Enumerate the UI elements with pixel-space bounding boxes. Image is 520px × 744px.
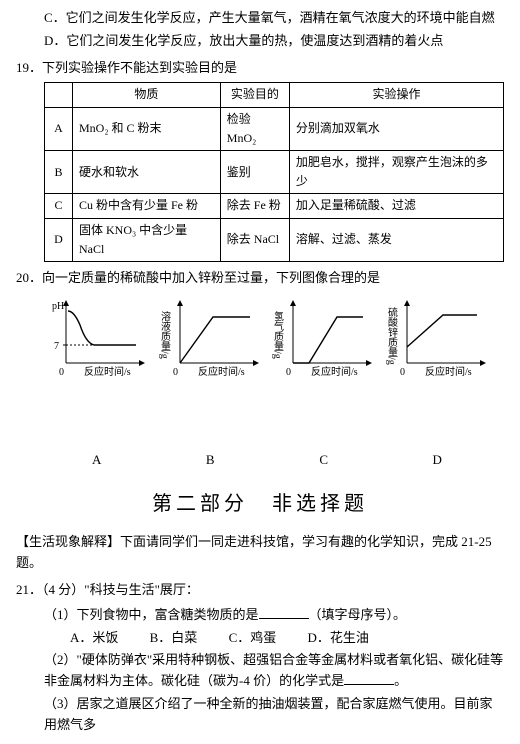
- table-row: D 固体 KNO₃ 中含少量 NaCl 除去 NaCl 溶解、过滤、蒸发: [45, 218, 504, 261]
- blank-fill[interactable]: [344, 671, 394, 685]
- cell: 溶解、过滤、蒸发: [289, 218, 503, 261]
- x-axis-label: 反应时间/s: [425, 365, 472, 378]
- cell: 固体 KNO₃ 中含少量 NaCl: [73, 218, 221, 261]
- sub1-text-a: 下列食物中，富含糖类物质的是: [77, 607, 259, 622]
- sub1-num: （1）: [44, 607, 77, 622]
- opt-a: A．米饭: [70, 628, 118, 649]
- q19-number: 19．: [16, 60, 42, 75]
- chart-b: 溶液质量/g 0 反应时间/s: [158, 295, 263, 380]
- sub2-text-b: 。: [394, 673, 407, 688]
- question-19: 19．下列实验操作不能达到实验目的是: [16, 58, 504, 79]
- cell: A: [45, 107, 73, 150]
- cell: D: [45, 218, 73, 261]
- cell: C: [45, 194, 73, 218]
- th-blank: [45, 83, 73, 107]
- cell: Cu 粉中含有少量 Fe 粉: [73, 194, 221, 218]
- table-row: C Cu 粉中含有少量 Fe 粉 除去 Fe 粉 加入足量稀硫酸、过滤: [45, 194, 504, 218]
- cell: 鉴别: [220, 150, 289, 193]
- opt-b: B．白菜: [150, 628, 198, 649]
- sub3-text: 居家之道展区介绍了一种全新的抽油烟装置，配合家庭燃气使用。目前家用燃气多: [44, 696, 493, 732]
- svg-text:0: 0: [173, 367, 178, 378]
- q21-sub3: （3）居家之道展区介绍了一种全新的抽油烟装置，配合家庭燃气使用。目前家用燃气多: [16, 694, 504, 736]
- q21-title: "科技与生活"展厅：: [84, 582, 199, 597]
- section-2-title: 第二部分 非选择题: [16, 488, 504, 520]
- th-operation: 实验操作: [289, 83, 503, 107]
- question-21: 21．（4 分）"科技与生活"展厅：: [16, 580, 504, 601]
- q21-number: 21．: [16, 582, 42, 597]
- letter-d: D: [385, 450, 490, 471]
- letter-b: B: [158, 450, 263, 471]
- option-d: D．它们之间发生化学反应，放出大量的热，使温度达到酒精的着火点: [16, 31, 504, 52]
- x-axis-label: 反应时间/s: [311, 365, 358, 378]
- cell: 加肥皂水，搅拌，观察产生泡沫的多少: [289, 150, 503, 193]
- y-mark: 7: [54, 341, 59, 352]
- th-substance: 物质: [73, 83, 221, 107]
- y-axis-label: pH: [52, 301, 64, 312]
- cell: B: [45, 150, 73, 193]
- opt-d: D．花生油: [307, 628, 368, 649]
- cell: 硬水和软水: [73, 150, 221, 193]
- q21-sub2: （2）"硬体防弹衣"采用特种钢板、超强铝合金等金属材料或者氧化铝、碳化硅等非金属…: [16, 650, 504, 692]
- cell: 除去 Fe 粉: [220, 194, 289, 218]
- y-axis-label: 硫酸锌质量/g: [385, 305, 397, 364]
- x-axis-label: 反应时间/s: [198, 365, 245, 378]
- q20-charts: pH 7 0 反应时间/s 溶液质量/g 0 反应时间/s 氢气质量/g: [40, 295, 494, 380]
- sub2-text-a: "硬体防弹衣"采用特种钢板、超强铝合金等金属材料或者氧化铝、碳化硅等非金属材料为…: [44, 652, 503, 688]
- svg-text:0: 0: [400, 367, 405, 378]
- q21-points: （4 分）: [42, 582, 84, 597]
- table-row: A MnO₂ 和 C 粉末 检验 MnO₂ 分别滴加双氧水: [45, 107, 504, 150]
- table-header-row: 物质 实验目的 实验操作: [45, 83, 504, 107]
- question-20: 20．向一定质量的稀硫酸中加入锌粉至过量，下列图像合理的是: [16, 268, 504, 289]
- cell: 分别滴加双氧水: [289, 107, 503, 150]
- y-axis-label: 氢气质量/g: [272, 309, 284, 358]
- cell: 加入足量稀硫酸、过滤: [289, 194, 503, 218]
- x-axis-label: 反应时间/s: [84, 365, 131, 378]
- letter-c: C: [271, 450, 376, 471]
- q20-number: 20．: [16, 270, 42, 285]
- y-axis-label: 溶液质量/g: [158, 309, 170, 358]
- cell: 除去 NaCl: [220, 218, 289, 261]
- letter-a: A: [44, 450, 149, 471]
- sub1-text-b: （填字母序号）。: [309, 607, 407, 622]
- instruction-text: 【生活现象解释】下面请同学们一同走进科技馆，学习有趣的化学知识，完成 21-25…: [16, 532, 504, 574]
- q21-sub1: （1）下列食物中，富含糖类物质的是 （填字母序号）。: [16, 605, 504, 626]
- cell: MnO₂ 和 C 粉末: [73, 107, 221, 150]
- q20-stem: 向一定质量的稀硫酸中加入锌粉至过量，下列图像合理的是: [42, 270, 380, 285]
- opt-c: C．鸡蛋: [229, 628, 277, 649]
- cell: 检验 MnO₂: [220, 107, 289, 150]
- q19-table: 物质 实验目的 实验操作 A MnO₂ 和 C 粉末 检验 MnO₂ 分别滴加双…: [44, 82, 504, 262]
- blank-fill[interactable]: [259, 605, 309, 619]
- th-purpose: 实验目的: [220, 83, 289, 107]
- svg-text:0: 0: [286, 367, 291, 378]
- chart-a: pH 7 0 反应时间/s: [44, 295, 149, 380]
- q21-sub1-options: A．米饭 B．白菜 C．鸡蛋 D．花生油: [16, 628, 504, 649]
- sub2-num: （2）: [44, 652, 77, 667]
- option-c: C．它们之间发生化学反应，产生大量氧气，酒精在氧气浓度大的环境中能自燃: [16, 8, 504, 29]
- q19-stem: 下列实验操作不能达到实验目的是: [42, 60, 237, 75]
- chart-d: 硫酸锌质量/g 0 反应时间/s: [385, 295, 490, 380]
- table-row: B 硬水和软水 鉴别 加肥皂水，搅拌，观察产生泡沫的多少: [45, 150, 504, 193]
- sub3-num: （3）: [44, 696, 77, 711]
- q20-letters: A B C D: [40, 450, 494, 471]
- svg-text:0: 0: [59, 367, 64, 378]
- chart-c: 氢气质量/g 0 反应时间/s: [271, 295, 376, 380]
